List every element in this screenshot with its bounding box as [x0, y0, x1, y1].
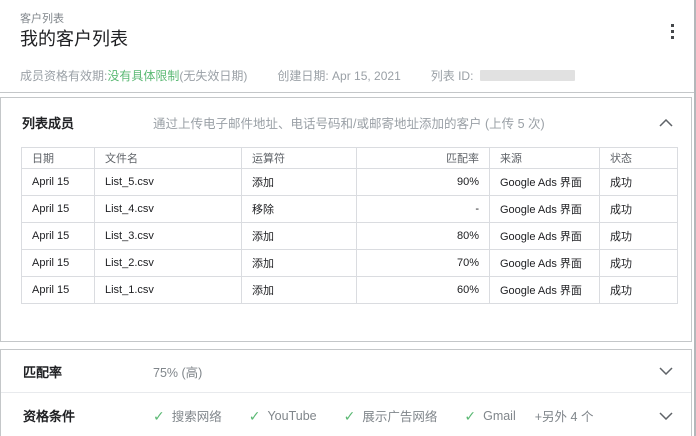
eligibility-item-label: 展示广告网络	[362, 410, 438, 424]
uploads-table: 日期 文件名 运算符 匹配率 来源 状态 April 15 List_5.csv 添加 90% G…	[21, 147, 678, 304]
table-cell: List_5.csv	[94, 168, 242, 196]
eligibility-item-label: +另外 4 个	[534, 410, 594, 424]
eligibility-item-label: 搜索网络	[171, 410, 222, 424]
table-row: April 15 List_2.csv 添加 70% Google Ads 界面 成功	[21, 249, 678, 277]
table-cell: 添加	[241, 276, 357, 304]
eligibility-items: ✓ 搜索网络 ✓ YouTube ✓ 展示广告网络 ✓ Gmail +另外 4 个	[153, 406, 593, 425]
match-rate-row[interactable]: 匹配率 75% (高)	[1, 350, 691, 392]
list-members-card: 列表成员 通过上传电子邮件地址、电话号码和/或邮寄地址添加的客户 (上传 5 次…	[0, 97, 692, 342]
table-cell: 成功	[599, 249, 678, 277]
table-cell: Google Ads 界面	[489, 168, 600, 196]
membership-suffix: (无失效日期)	[179, 69, 248, 83]
eligibility-item-label: YouTube	[267, 408, 317, 423]
eligibility-network-item: ✓ 搜索网络	[153, 406, 222, 425]
table-cell: List_2.csv	[94, 249, 242, 277]
table-cell: 90%	[356, 168, 490, 196]
table-cell: 成功	[599, 276, 678, 304]
table-cell: 成功	[599, 195, 678, 223]
eligibility-item-label: Gmail	[483, 408, 516, 423]
list-id-redacted-value	[480, 70, 576, 81]
chevron-down-icon[interactable]	[659, 367, 673, 375]
table-column-header: 运算符	[241, 147, 357, 169]
membership-label: 成员资格有效期:	[20, 69, 108, 83]
more-options-button[interactable]	[662, 20, 682, 42]
table-row: April 15 List_1.csv 添加 60% Google Ads 界面 成功	[21, 276, 678, 304]
membership-validity: 成员资格有效期: 没有具体限制 (无失效日期)	[20, 67, 247, 84]
table-cell: 成功	[599, 168, 678, 196]
table-row: April 15 List_4.csv 移除 - Google Ads 界面 成功	[21, 195, 678, 223]
eligibility-network-item: ✓ 展示广告网络	[344, 406, 438, 425]
match-rate-value: 75% (高)	[153, 365, 203, 380]
eligibility-label: 资格条件	[23, 409, 76, 424]
check-icon: ✓	[343, 407, 356, 424]
eligibility-row[interactable]: 资格条件 ✓ 搜索网络 ✓ YouTube ✓ 展示广告网络 ✓ Gmail +另外 4 个	[1, 392, 691, 436]
table-cell: 成功	[599, 222, 678, 250]
card-title: 列表成员	[22, 116, 75, 131]
table-cell: 70%	[356, 249, 490, 277]
table-cell: April 15	[21, 195, 95, 223]
table-cell: 添加	[241, 168, 357, 196]
table-column-header: 日期	[21, 147, 95, 169]
table-header-row: 日期 文件名 运算符 匹配率 来源 状态	[21, 147, 678, 169]
table-cell: April 15	[21, 222, 95, 250]
eligibility-more-count: +另外 4 个	[535, 406, 594, 425]
breadcrumb[interactable]: 客户列表	[20, 13, 64, 25]
chevron-up-icon[interactable]	[659, 118, 673, 127]
page-header: 客户列表 我的客户列表 成员资格有效期: 没有具体限制 (无失效日期) 创建日期: …	[0, 0, 694, 93]
table-column-header: 匹配率	[356, 147, 490, 169]
table-row: April 15 List_3.csv 添加 80% Google Ads 界面 成功	[21, 222, 678, 250]
eligibility-network-item: ✓ Gmail	[464, 409, 515, 423]
list-id-label: 列表 ID:	[430, 69, 474, 83]
kebab-menu-icon	[670, 23, 674, 27]
page-title: 我的客户列表	[20, 29, 128, 49]
table-cell: 80%	[356, 222, 490, 250]
table-cell: April 15	[21, 249, 95, 277]
table-cell: List_4.csv	[94, 195, 242, 223]
check-icon: ✓	[464, 407, 477, 424]
table-cell: Google Ads 界面	[489, 276, 600, 304]
table-cell: 移除	[241, 195, 357, 223]
meta-row: 成员资格有效期: 没有具体限制 (无失效日期) 创建日期: Apr 15, 2021…	[20, 67, 674, 84]
table-column-header: 文件名	[94, 147, 242, 169]
table-cell: April 15	[21, 168, 95, 196]
table-cell: Google Ads 界面	[489, 222, 600, 250]
check-icon: ✓	[248, 407, 261, 424]
match-rate-label: 匹配率	[23, 364, 63, 380]
table-cell: 60%	[356, 276, 490, 304]
table-column-header: 来源	[489, 147, 600, 169]
card-description: 通过上传电子邮件地址、电话号码和/或邮寄地址添加的客户 (上传 5 次)	[153, 117, 545, 131]
created-date: 创建日期: Apr 15, 2021	[277, 69, 401, 83]
table-column-header: 状态	[599, 147, 678, 169]
table-cell: 添加	[241, 249, 357, 277]
eligibility-network-item: ✓ YouTube	[249, 409, 317, 423]
list-members-header[interactable]: 列表成员 通过上传电子邮件地址、电话号码和/或邮寄地址添加的客户 (上传 5 次…	[1, 98, 691, 147]
table-cell: List_1.csv	[94, 276, 242, 304]
table-cell: List_3.csv	[94, 222, 242, 250]
table-cell: Google Ads 界面	[489, 249, 600, 277]
list-id: 列表 ID:	[431, 67, 576, 84]
table-cell: -	[356, 195, 490, 223]
check-icon: ✓	[153, 407, 165, 424]
chevron-down-icon[interactable]	[659, 411, 673, 420]
details-card: 匹配率 75% (高) 资格条件 ✓ 搜索网络 ✓ YouTube ✓ 展示广告网络 ✓ Gm…	[0, 349, 692, 436]
table-cell: April 15	[21, 276, 95, 304]
table-cell: Google Ads 界面	[489, 195, 600, 223]
membership-value: 没有具体限制	[107, 69, 180, 83]
table-row: April 15 List_5.csv 添加 90% Google Ads 界面 成功	[21, 168, 678, 196]
table-cell: 添加	[241, 222, 357, 250]
